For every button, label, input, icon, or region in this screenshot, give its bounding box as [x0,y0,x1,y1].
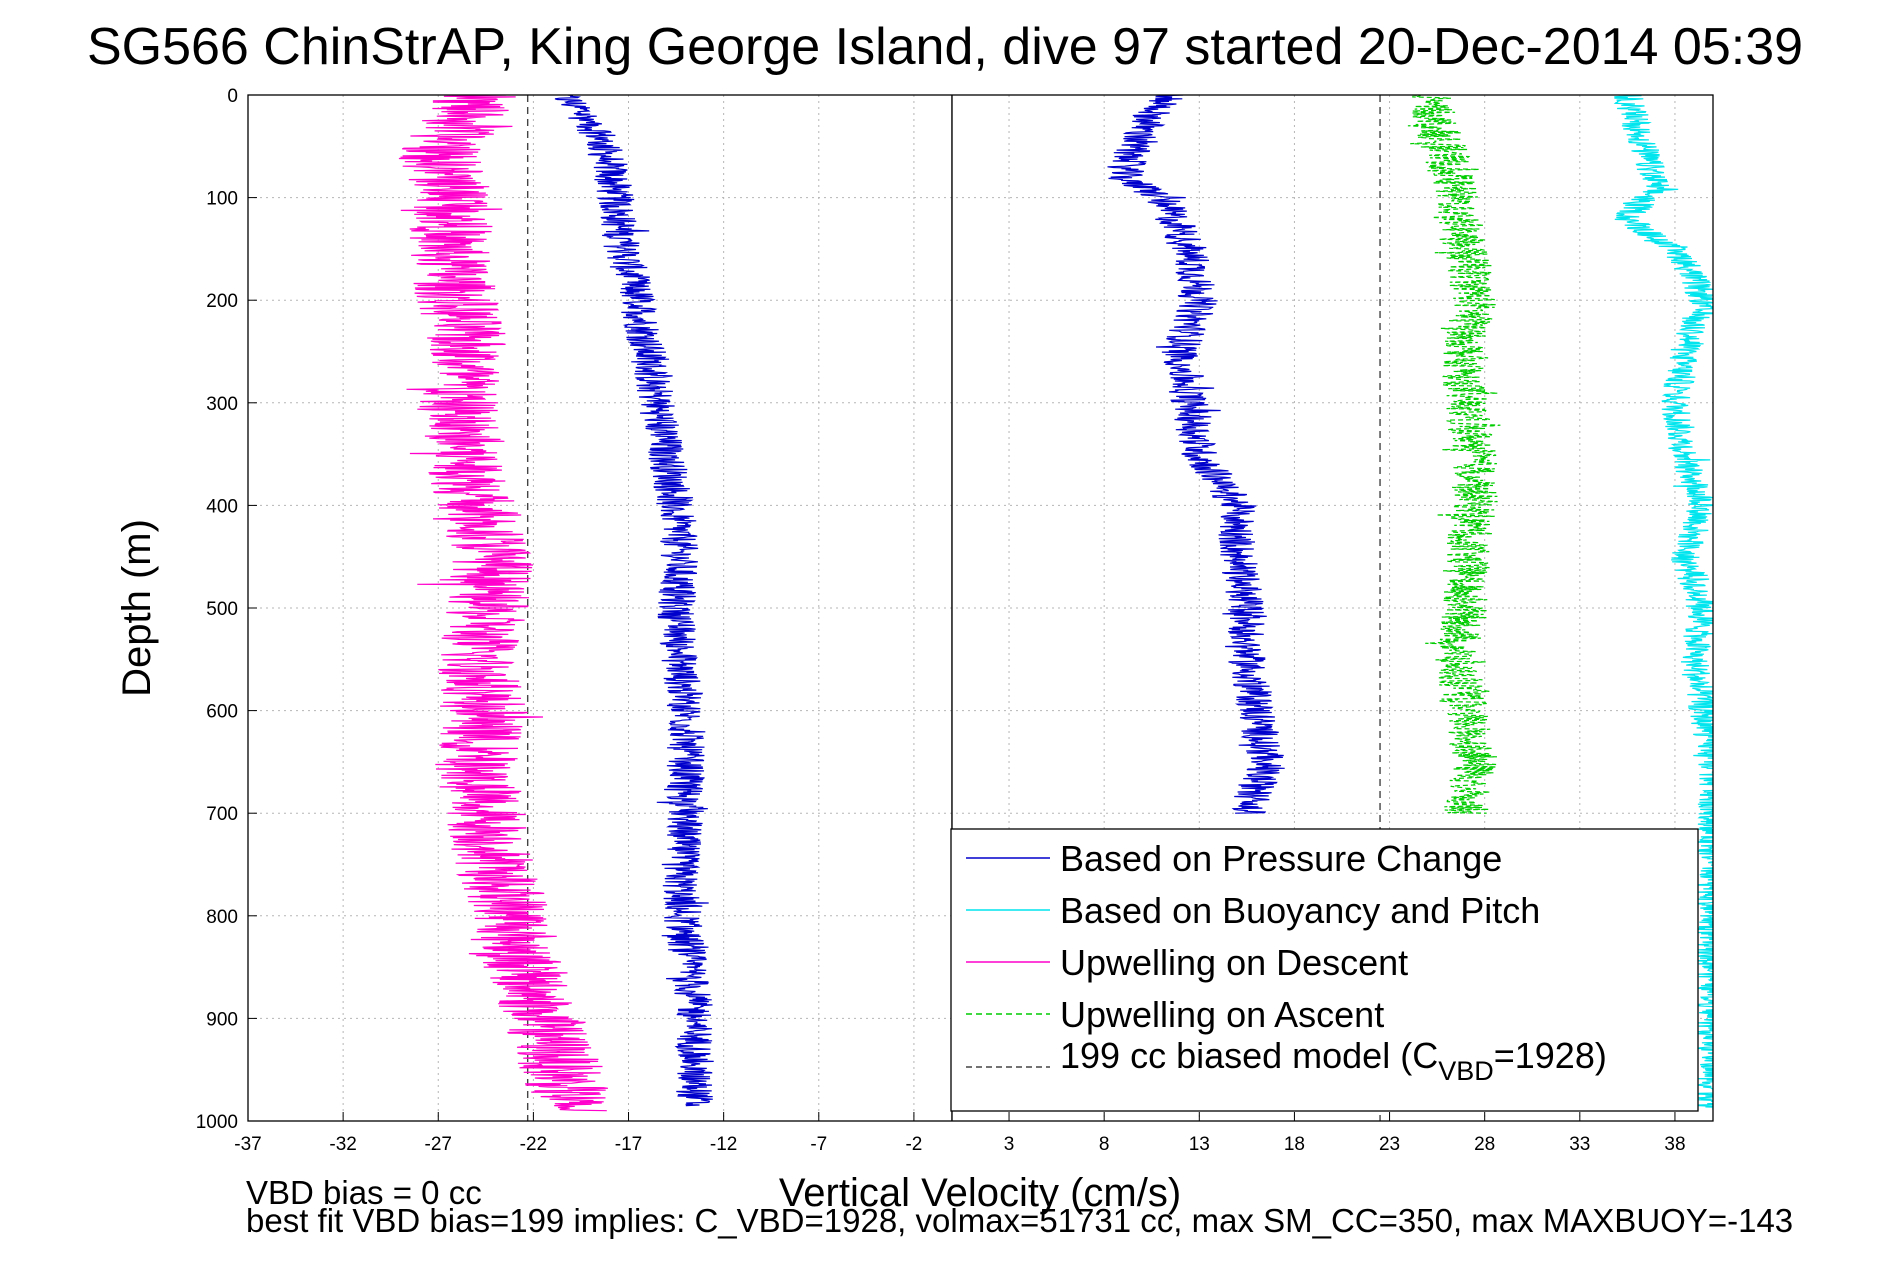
series-line [1613,95,1713,1110]
footer-line-1: VBD bias = 0 cc [246,1174,482,1211]
y-tick-label: 400 [206,496,238,517]
y-tick-label: 0 [227,86,238,107]
legend: Based on Pressure Change Based on Buoyan… [950,828,1699,1112]
series-line [1107,95,1285,814]
legend-label-upwelling-descent: Upwelling on Descent [1060,942,1408,983]
ticks: -37 -32 -27 -22 -17 -12 -7 -2 3 8 13 18 23 28 33 380100… [196,86,1686,1155]
y-tick-label: 1000 [196,1112,238,1133]
y-tick-label: 700 [206,804,238,825]
y-axis-title: Depth (m) [115,519,159,697]
y-tick-label: 800 [206,907,238,928]
y-tick-label: 900 [206,1009,238,1030]
legend-label-upwelling-ascent: Upwelling on Ascent [1060,994,1384,1035]
y-tick-label: 200 [206,291,238,312]
legend-label-biased-model-pre: 199 cc biased model (C [1060,1035,1438,1076]
legend-label-buoyancy: Based on Buoyancy and Pitch [1060,890,1540,931]
x-tick-label: -2 [905,1134,922,1155]
footer-line-2: best fit VBD bias=199 implies: C_VBD=192… [246,1202,1793,1239]
x-axis-title: Vertical Velocity (cm/s) [779,1171,1181,1215]
x-tick-label: 3 [1004,1134,1015,1155]
x-tick-label: 8 [1099,1134,1110,1155]
series-line [398,95,608,1112]
x-tick-label: -12 [710,1134,737,1155]
series-line [1407,95,1501,814]
chart-title: SG566 ChinStrAP, King George Island, div… [87,18,1803,76]
x-tick-label: -32 [329,1134,356,1155]
series-group [398,95,1713,1112]
x-tick-label: 13 [1189,1134,1210,1155]
y-tick-label: 500 [206,599,238,620]
y-tick-label: 100 [206,189,238,210]
x-tick-label: 23 [1379,1134,1400,1155]
series-line [554,95,714,1107]
x-tick-label: -37 [234,1134,261,1155]
legend-label-pressure: Based on Pressure Change [1060,838,1502,879]
x-tick-label: -22 [520,1134,547,1155]
legend-label-biased-model: 199 cc biased model (CVBD=1928) [1060,1035,1607,1086]
legend-label-biased-model-sub: VBD [1438,1056,1494,1086]
x-tick-label: 28 [1474,1134,1495,1155]
x-tick-label: -7 [810,1134,827,1155]
legend-label-biased-model-post: =1928) [1494,1035,1607,1076]
y-tick-label: 300 [206,394,238,415]
x-tick-label: -27 [425,1134,452,1155]
x-tick-label: 38 [1664,1134,1685,1155]
legend-box [950,828,1699,1112]
x-tick-label: 33 [1569,1134,1590,1155]
x-tick-label: -17 [615,1134,642,1155]
x-tick-label: 18 [1284,1134,1305,1155]
y-tick-label: 600 [206,702,238,723]
